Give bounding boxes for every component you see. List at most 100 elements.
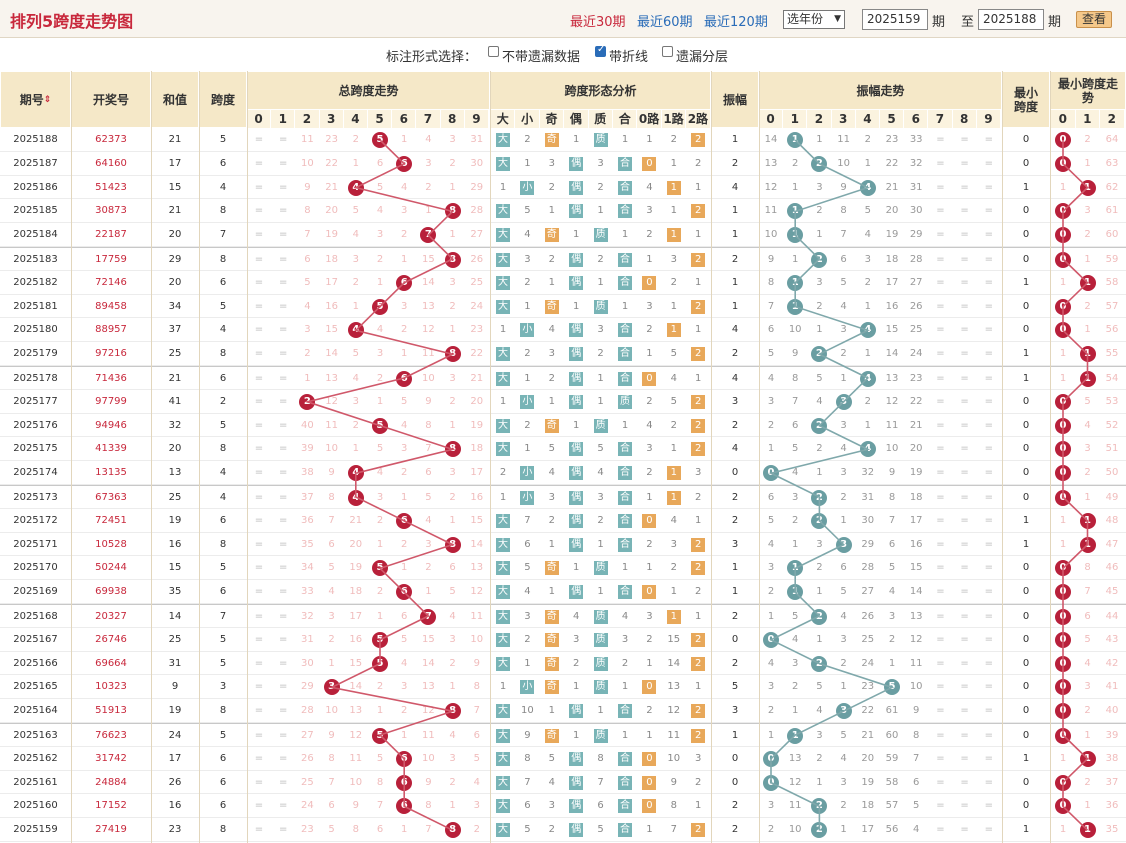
amp-cell: 4	[731, 181, 739, 193]
amp-miss: 8	[767, 276, 775, 288]
shape-mark: 0	[642, 751, 657, 766]
draw-number-cell: 51913	[95, 705, 127, 717]
miss-value: 3	[376, 348, 384, 360]
sum-cell: 13	[168, 467, 182, 479]
min-miss: 51	[1105, 443, 1119, 455]
amp-miss: 27	[909, 276, 923, 288]
amp-ball: 2	[811, 155, 828, 172]
amp-miss: 6	[792, 419, 799, 431]
amp-cell: 2	[731, 657, 739, 669]
miss-layer-checkbox[interactable]	[662, 46, 673, 57]
amp-miss: =	[960, 229, 969, 241]
from-issue-input[interactable]: 2025159	[862, 9, 928, 30]
amp-trend-header: 振幅走势	[759, 71, 1002, 110]
min-span-cell: 0	[1022, 776, 1030, 788]
miss-value: 20	[470, 395, 484, 407]
amp-miss: =	[936, 514, 945, 526]
amp-miss: 4	[864, 229, 871, 241]
miss-value: 4	[376, 205, 384, 217]
miss-value: 8	[425, 800, 432, 812]
amp-miss: 5	[792, 611, 799, 622]
shape-miss: 4	[524, 229, 531, 241]
min-miss: 39	[1105, 730, 1119, 741]
amp-ball: 1	[787, 560, 804, 577]
shape-mark: 大	[496, 133, 510, 147]
min-miss: 63	[1105, 157, 1119, 169]
amp-miss: 1	[767, 443, 775, 455]
amp-miss: 3	[816, 276, 823, 288]
amp-miss: 32	[861, 467, 875, 479]
min-ball: 1	[1079, 274, 1096, 291]
amp-digit-header: 7	[928, 110, 953, 128]
amp-miss: 28	[861, 562, 875, 574]
column-divider	[759, 71, 760, 843]
min-miss: 1	[1084, 324, 1091, 336]
amp-cell: 1	[731, 229, 739, 241]
miss-value: 2	[352, 134, 359, 145]
shape-miss: 1	[548, 705, 555, 717]
span-ball: 6	[396, 798, 413, 815]
shape-miss: 2	[524, 134, 531, 145]
amp-miss: 3	[767, 681, 775, 693]
amp-miss: 9	[888, 467, 896, 479]
amp-miss: 1	[840, 514, 847, 526]
miss-value: =	[254, 776, 264, 788]
span-ball: 7	[420, 609, 437, 625]
to-issue-input[interactable]: 2025188	[978, 9, 1044, 30]
sum-cell: 34	[168, 300, 182, 312]
min-ball: 1	[1079, 179, 1096, 196]
table-row: 2025182 72146 20 6 = = 5 17 2 1 6 14 3 25 大 2 1 偶 1 合 0 2 1 1 8 1…	[0, 271, 1126, 295]
miss-value: 3	[401, 205, 408, 217]
shape-miss: 1	[597, 586, 604, 598]
amp-miss: 11	[788, 800, 802, 812]
shape-miss: 2	[646, 538, 653, 550]
amp-miss: 2	[816, 562, 823, 574]
amp-miss: 5	[767, 348, 775, 360]
no-miss-checkbox[interactable]	[488, 46, 499, 57]
span-cell: 6	[219, 776, 227, 788]
miss-value: 9	[425, 776, 432, 788]
recent-120-link[interactable]: 最近120期	[704, 15, 768, 30]
shape-mark: 合	[618, 704, 632, 719]
amp-miss: 57	[885, 800, 899, 812]
issue-cell: 2025183	[13, 254, 58, 265]
min-span-cell: 1	[1022, 538, 1030, 550]
sum-cell: 21	[168, 134, 182, 145]
amp-miss: 16	[909, 538, 923, 550]
recent-60-link[interactable]: 最近60期	[637, 15, 693, 30]
shape-mark: 奇	[544, 133, 559, 147]
amp-miss: 7	[840, 229, 847, 241]
shape-miss: 4	[621, 611, 629, 622]
amp-miss: 3	[840, 419, 847, 431]
amp-cell: 1	[731, 276, 739, 288]
query-button[interactable]: 查看	[1076, 11, 1112, 28]
miss-value: =	[254, 276, 264, 288]
shape-mark: 大	[496, 561, 510, 576]
miss-value: 25	[301, 776, 314, 788]
min-span-cell: 0	[1022, 157, 1030, 169]
issue-header[interactable]: 期号 ⇕	[0, 71, 71, 128]
miss-value: 9	[425, 395, 432, 407]
shape-mark: 小	[520, 491, 535, 505]
year-select-value: 选年份	[787, 12, 824, 26]
sum-cell: 20	[168, 276, 182, 288]
amp-digit-header: 0	[759, 110, 784, 128]
shape-miss: 3	[548, 348, 555, 360]
amp-cell: 1	[731, 134, 739, 145]
shape-col-header: 奇	[539, 110, 565, 128]
amp-miss: 2	[864, 276, 871, 288]
recent-30-link[interactable]: 最近30期	[570, 15, 626, 30]
shape-mark: 0	[642, 775, 657, 790]
amp-miss: 8	[792, 373, 799, 384]
polyline-checkbox[interactable]	[595, 44, 606, 57]
amp-digit-header: 8	[952, 110, 977, 128]
sum-cell: 20	[168, 443, 182, 455]
miss-value: 1	[425, 205, 432, 217]
year-select[interactable]: 选年份 ▼	[783, 10, 845, 29]
span-ball: 5	[372, 655, 388, 672]
shape-miss: 1	[621, 730, 629, 741]
amp-miss: 9	[913, 705, 920, 717]
amp-miss: 1	[840, 824, 847, 836]
shape-mark: 2	[691, 133, 706, 147]
shape-mark: 2	[691, 418, 706, 433]
